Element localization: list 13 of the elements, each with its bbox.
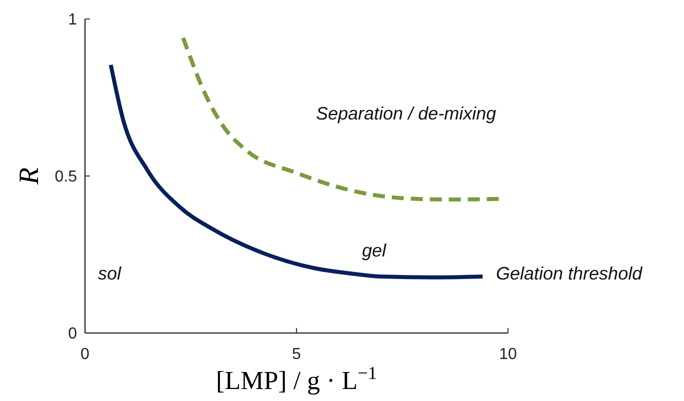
annotation: Gelation threshold	[496, 263, 644, 284]
annotation: gel	[362, 240, 388, 260]
line-series	[181, 36, 502, 202]
y-tick-label: 1	[68, 12, 78, 29]
annotation: sol	[98, 263, 122, 284]
x-tick-label: 5	[292, 346, 302, 363]
x-tick-label: 10	[499, 346, 517, 363]
y-axis-title: R	[14, 167, 45, 186]
annotation: Separation / de-mixing	[316, 103, 496, 124]
x-axis-title: [LMP] / g · L$^{−1}$	[216, 363, 377, 395]
y-tick-label: 0.5	[54, 168, 78, 186]
y-tick-label: 0	[68, 326, 78, 343]
x-tick-label: 0	[80, 346, 90, 363]
